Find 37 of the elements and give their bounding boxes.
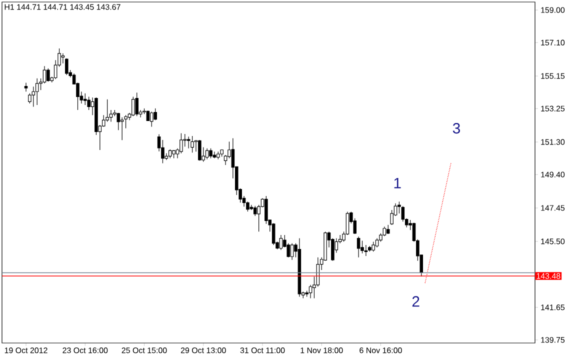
candlestick [150, 111, 154, 128]
candlestick [360, 240, 364, 254]
candlestick [106, 99, 109, 122]
candlestick [382, 226, 386, 236]
candlestick [212, 151, 216, 159]
candlestick [24, 82, 28, 92]
candlestick [146, 110, 150, 122]
candlestick [120, 117, 124, 140]
candlestick [209, 148, 212, 159]
candlestick [401, 206, 405, 222]
candlestick [42, 66, 46, 84]
candlestick [286, 242, 290, 258]
candlestick [372, 241, 375, 252]
candlestick [32, 86, 36, 107]
candlestick [198, 140, 202, 161]
candlestick [186, 136, 190, 149]
candlestick [386, 224, 390, 234]
candlestick [308, 284, 312, 299]
candlestick [290, 242, 294, 260]
candlestick [190, 136, 194, 153]
annotation: 2 [412, 296, 420, 307]
candlestick [356, 236, 360, 258]
candlestick [116, 112, 120, 130]
candlestick [272, 222, 276, 246]
candlestick [264, 196, 268, 224]
candlestick [109, 110, 113, 122]
candlestick [279, 234, 283, 250]
candlestick [364, 244, 368, 256]
candlestick [35, 78, 39, 106]
annotation: 1 [394, 178, 401, 188]
annotation: 3 [452, 122, 460, 134]
candlestick [375, 238, 379, 248]
candlestick [205, 148, 209, 160]
candlestick [253, 206, 257, 216]
candlestick [135, 92, 138, 116]
candlestick [132, 96, 135, 116]
candlestick [46, 68, 50, 82]
